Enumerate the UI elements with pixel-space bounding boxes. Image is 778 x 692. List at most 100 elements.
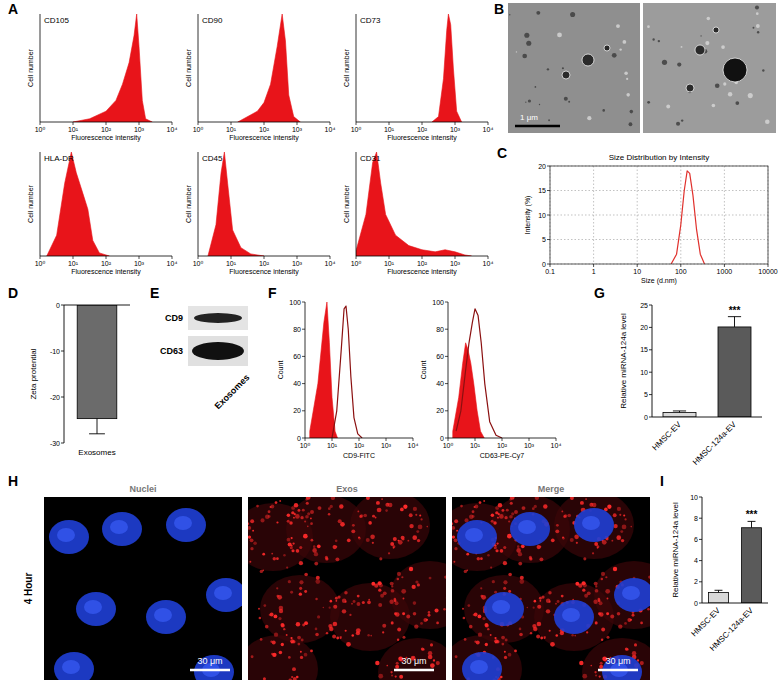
exosome-signal [613, 524, 617, 528]
exosome-signal [286, 566, 288, 568]
figure: 10⁰10¹10²10³10⁴CD105Fluorescence intensi… [0, 0, 778, 692]
exosome-signal [598, 612, 601, 615]
y-tick [445, 329, 448, 330]
tem-speck [652, 38, 654, 40]
exosome-signal [622, 525, 627, 530]
exosome-signal [583, 583, 587, 587]
exosome-signal [276, 521, 278, 523]
exosome-signal [276, 557, 279, 560]
y-tick-label: 5 [644, 391, 648, 398]
exosome-signal [627, 618, 631, 622]
y-tick-label: 20 [293, 407, 301, 414]
x-tick-label: 10⁰ [193, 126, 204, 133]
x-tick [724, 264, 725, 267]
nucleus [510, 512, 550, 546]
exosome-signal [454, 547, 457, 550]
exosome-signal [301, 639, 304, 642]
exosome-signal [275, 501, 278, 504]
exosome-signal [278, 617, 281, 620]
exosome-signal [624, 622, 627, 625]
x-axis [652, 417, 762, 418]
y-tick [547, 239, 550, 240]
exosome-signal [421, 647, 424, 650]
exosome-signal [514, 650, 517, 653]
tem-speck [562, 67, 564, 69]
y-axis-label: Relative miRNA-124a level [671, 502, 680, 598]
nucleus-detail [622, 586, 640, 600]
exosome-signal [501, 643, 504, 646]
exosome-signal [647, 608, 650, 611]
tem-speck [528, 99, 531, 102]
exosome-signal [315, 579, 320, 584]
exosome-signal [574, 635, 576, 637]
exosome-signal [346, 642, 351, 647]
x-tick [73, 256, 74, 259]
exosome-signal [288, 656, 291, 659]
exosome-signal [315, 633, 319, 637]
x-tick-label: 0.1 [545, 268, 555, 275]
exosome-signal [546, 599, 550, 603]
exosome-signal [409, 567, 413, 571]
exosome-signal [600, 662, 603, 665]
tem-image: 1 μm [508, 3, 776, 133]
y-tick-label: 15 [640, 346, 648, 353]
exosome-signal [390, 671, 392, 673]
tem-speck [509, 14, 510, 15]
exosome-signal [640, 622, 643, 625]
y-tick-label: 20 [538, 163, 546, 170]
bar [742, 528, 762, 603]
error-stem [97, 419, 98, 434]
tem-speck [535, 86, 537, 88]
x-tick-label: 10⁰ [443, 442, 454, 449]
confocal-panel [44, 497, 242, 680]
tem-speck [557, 33, 562, 38]
nucleus-detail [582, 516, 600, 530]
exosome-signal [549, 630, 551, 632]
exosome-signal [483, 500, 485, 502]
cell-body [378, 638, 446, 680]
nucleus [102, 512, 142, 546]
nucleus [76, 592, 116, 626]
scale-bar-label: 1 μm [520, 113, 538, 122]
exosome-signal [462, 608, 464, 610]
exosome-signal [599, 675, 601, 677]
x-tick [488, 122, 489, 125]
error-cap [715, 590, 723, 591]
vesicle [562, 71, 570, 79]
y-tick [61, 351, 64, 352]
x-tick [40, 256, 41, 259]
exosome-signal [625, 647, 628, 650]
exosome-signal [616, 535, 621, 540]
exosome-signal [586, 631, 588, 633]
tem-speck [570, 12, 575, 17]
nucleus [484, 592, 524, 626]
y-tick-label: 8 [694, 515, 698, 522]
tem-speck [624, 72, 628, 76]
exosome-signal [590, 665, 592, 667]
y-tick-label: 0 [440, 435, 444, 442]
bar-plot: 0510152025HMSC-EVHMSC-124a-EV***Relative… [619, 302, 762, 467]
exosome-signal [391, 589, 395, 593]
x-tick [332, 438, 333, 441]
exosome-signal [337, 595, 340, 598]
channel-title: Merge [538, 484, 565, 494]
exosome-signal [317, 544, 321, 548]
exosome-signal [452, 535, 455, 538]
y-tick-label: 0 [694, 600, 698, 607]
exosome-signal [315, 628, 318, 631]
exosome-signal [253, 541, 257, 545]
exosome-signal [366, 538, 370, 542]
exosome-signal [487, 628, 489, 630]
y-tick [699, 518, 702, 519]
exosome-signal [294, 503, 298, 507]
exosome-signal [452, 526, 455, 530]
x-tick-label: 10⁰ [35, 126, 46, 133]
x-tick-label: 10⁴ [167, 126, 178, 133]
exosome-signal [310, 650, 313, 653]
exosome-signal [283, 554, 286, 557]
exosome-signal [402, 636, 405, 639]
exosome-signal [351, 603, 353, 605]
plot: 10⁰10¹10²10³10⁴CD73Fluorescence intensit… [343, 14, 493, 142]
nucleus [206, 578, 242, 612]
tem-speck [522, 54, 527, 59]
